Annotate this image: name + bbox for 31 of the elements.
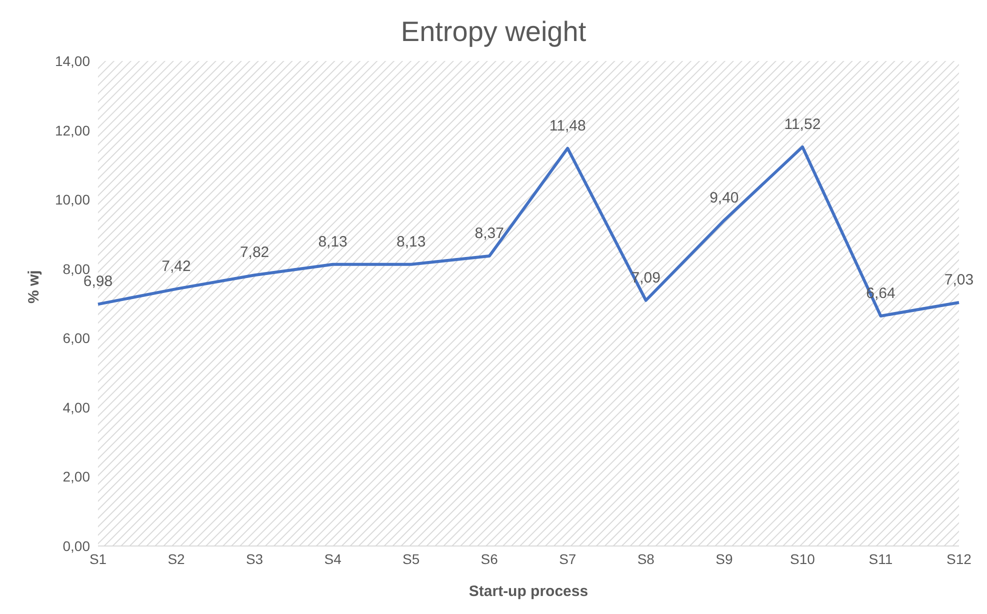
x-tick-label: S4 [324, 550, 342, 567]
x-tick-label: S11 [868, 550, 893, 567]
x-tick-label: S12 [946, 550, 972, 567]
x-tick-label: S5 [402, 550, 420, 567]
x-tick-label: S1 [89, 550, 107, 567]
y-tick-label: 6,00 [62, 330, 90, 346]
data-label: 7,42 [162, 258, 191, 275]
x-tick-label: S8 [637, 550, 655, 567]
data-label: 8,13 [318, 233, 348, 250]
x-tick-label: S10 [790, 550, 816, 567]
data-label: 11,48 [549, 117, 586, 134]
x-axis-title: Start-up process [468, 583, 588, 600]
chart-title: Entropy weight [400, 16, 586, 47]
y-tick-label: 4,00 [62, 399, 90, 416]
data-label: 8,37 [474, 225, 504, 242]
y-tick-label: 10,00 [54, 192, 90, 208]
x-tick-label: S6 [480, 550, 498, 567]
x-tick-label: S2 [168, 550, 186, 567]
data-label: 8,13 [396, 233, 426, 250]
y-tick-label: 14,00 [54, 52, 90, 69]
data-label: 7,82 [240, 244, 270, 262]
x-tick-label: S9 [716, 550, 733, 567]
y-axis-title: % wj [25, 270, 42, 304]
x-tick-label: S7 [559, 550, 576, 567]
y-tick-label: 2,00 [62, 468, 90, 485]
y-tick-label: 12,00 [54, 122, 90, 138]
y-tick-label: 0,00 [62, 538, 90, 554]
data-label: 9,40 [710, 189, 739, 206]
data-label: 7,03 [944, 271, 974, 288]
data-label: 11,52 [784, 116, 821, 133]
x-tick-label: S3 [246, 550, 264, 567]
